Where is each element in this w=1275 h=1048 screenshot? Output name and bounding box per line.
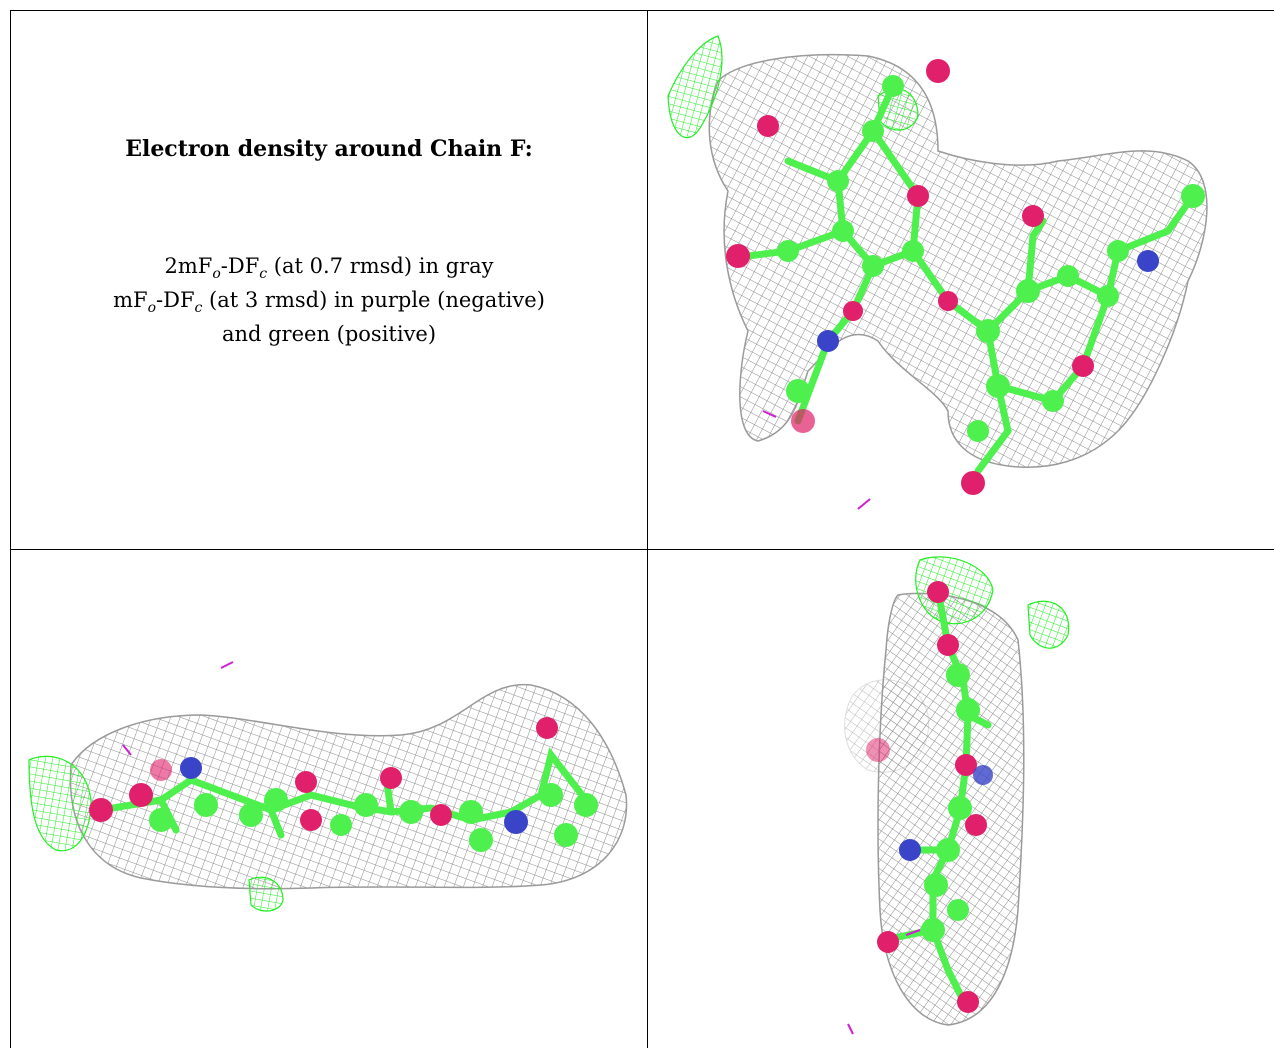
density-view-end (648, 550, 1274, 1048)
density-view-front (648, 10, 1274, 550)
density-mesh-positive (915, 556, 994, 625)
legend-fofc-suffix: (at 3 rmsd) in purple (negative) (202, 288, 545, 312)
density-view-side (10, 550, 648, 1048)
density-view-front-svg (667, 35, 1208, 510)
legend-line-fofc: mFo-DFc (at 3 rmsd) in purple (negative) (11, 285, 647, 319)
density-mesh-positive (28, 755, 92, 852)
ligand-atoms (89, 717, 598, 852)
ligand-atoms (726, 59, 1205, 495)
legend-2fofc-suffix: (at 0.7 rmsd) in gray (267, 254, 494, 278)
density-view-side-svg (28, 661, 628, 912)
legend-line-positive: and green (positive) (221, 322, 437, 346)
legend-fofc-sub-c: c (194, 300, 203, 316)
legend-fofc-mid: -DF (156, 288, 195, 312)
density-view-end-svg (844, 556, 1070, 1035)
legend-2fofc-sub-c: c (259, 266, 268, 282)
legend-line-2fofc: 2mFo-DFc (at 0.7 rmsd) in gray (11, 251, 647, 285)
caption-cell: Electron density around Chain F: 2mFo-DF… (10, 10, 648, 550)
caption-legend: 2mFo-DFc (at 0.7 rmsd) in gray mFo-DFc (… (11, 251, 647, 350)
density-mesh-positive (1027, 600, 1070, 649)
legend-fofc-prefix: mF (113, 288, 148, 312)
density-mesh-negative (220, 661, 234, 669)
legend-2fofc-mid: -DF (220, 254, 260, 278)
density-mesh-negative (905, 929, 921, 936)
figure-table: Electron density around Chain F: 2mFo-DF… (10, 10, 1274, 1048)
caption-title: Electron density around Chain F: (125, 136, 533, 162)
density-mesh-negative (857, 498, 871, 510)
density-mesh-positive (667, 35, 723, 139)
legend-2fofc-prefix: 2mF (164, 254, 213, 278)
legend-fofc-sub-o: o (147, 300, 157, 316)
density-mesh-positive (248, 876, 284, 912)
ligand-atoms (866, 581, 993, 1013)
legend-2fofc-sub-o: o (212, 266, 221, 282)
